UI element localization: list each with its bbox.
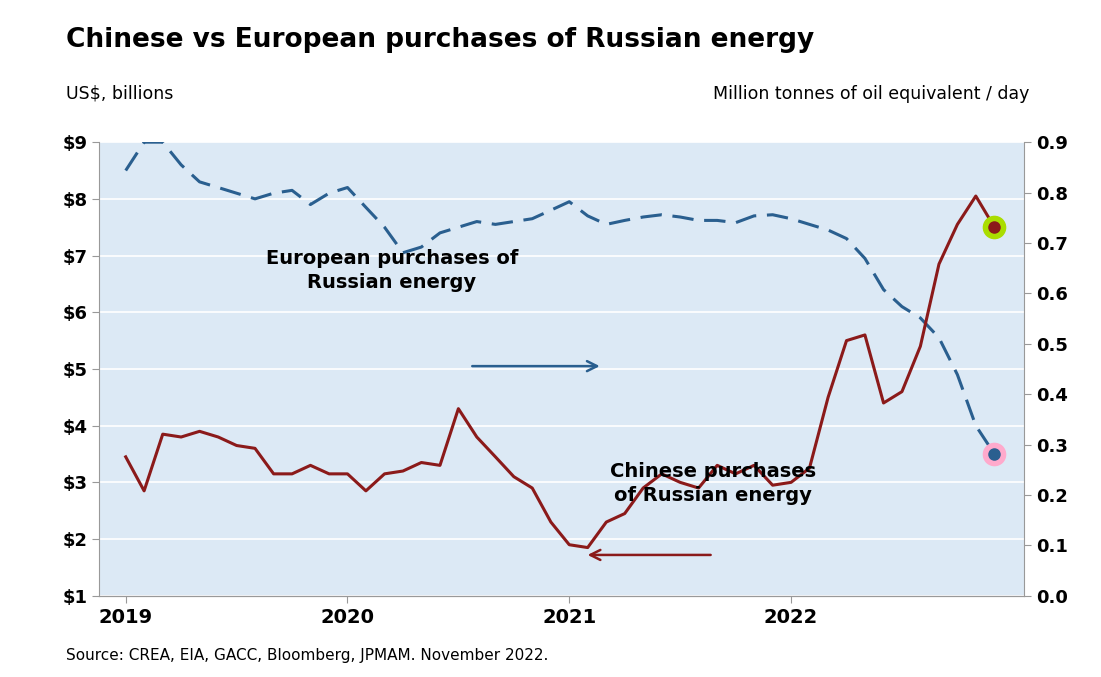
Text: Chinese purchases
of Russian energy: Chinese purchases of Russian energy — [610, 462, 817, 505]
Text: Source: CREA, EIA, GACC, Bloomberg, JPMAM. November 2022.: Source: CREA, EIA, GACC, Bloomberg, JPMA… — [66, 649, 548, 663]
Text: European purchases of
Russian energy: European purchases of Russian energy — [265, 249, 519, 292]
Text: Chinese vs European purchases of Russian energy: Chinese vs European purchases of Russian… — [66, 27, 815, 53]
Text: US$, billions: US$, billions — [66, 85, 174, 103]
Text: Million tonnes of oil equivalent / day: Million tonnes of oil equivalent / day — [713, 85, 1029, 103]
